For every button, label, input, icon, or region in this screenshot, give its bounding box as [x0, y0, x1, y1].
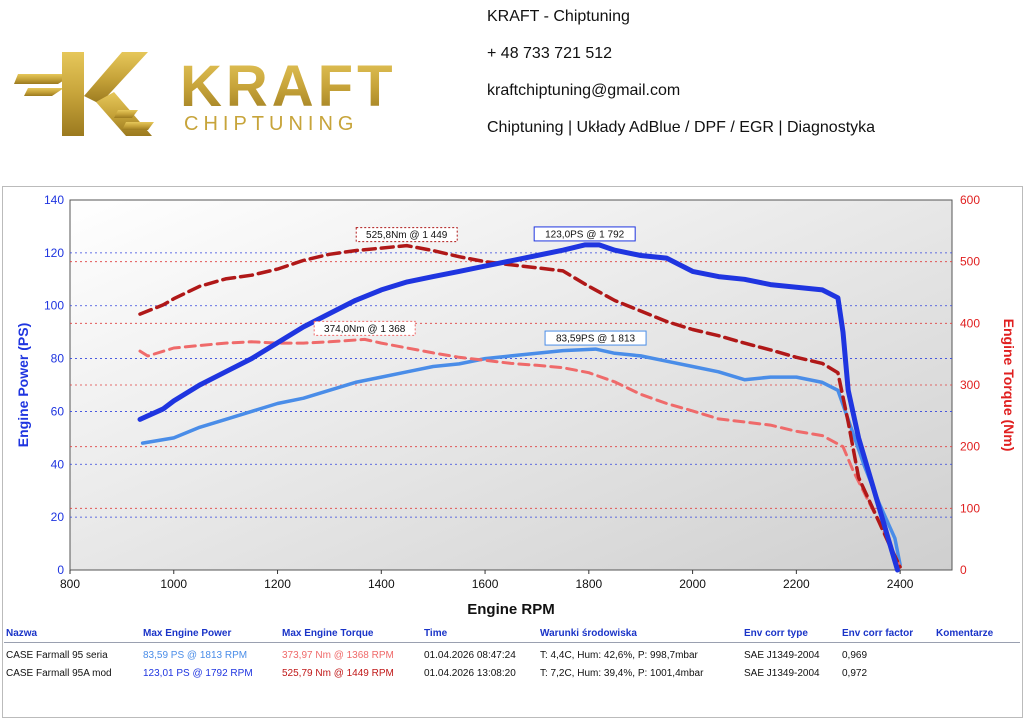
x-axis-label: Engine RPM [467, 601, 555, 618]
annotation-label: 123,0PS @ 1 792 [545, 229, 625, 240]
x-tick-label: 2400 [887, 577, 914, 591]
x-tick-label: 1400 [368, 577, 395, 591]
kraft-logo: KRAFT CHIPTUNING [14, 44, 454, 144]
row-conditions: T: 4,4C, Hum: 42,6%, P: 998,7mbar [540, 650, 698, 661]
row-power: 123,01 PS @ 1792 RPM [143, 668, 253, 679]
annotation-torque_mod_max: 525,8Nm @ 1 449 [355, 227, 458, 243]
x-tick-label: 2000 [679, 577, 706, 591]
y-right-tick-label: 600 [960, 193, 980, 207]
phone-number: + 48 733 721 512 [487, 45, 613, 62]
row-torque: 525,79 Nm @ 1449 RPM [282, 668, 394, 679]
series-power-stock [140, 347, 902, 567]
y-left-tick-label: 20 [51, 510, 65, 524]
y-right-tick-label: 0 [960, 563, 967, 577]
row-name: CASE Farmall 95A mod [6, 668, 112, 679]
y-left-tick-label: 80 [51, 352, 65, 366]
y-left-tick-label: 40 [51, 457, 65, 471]
col-name: Nazwa [6, 628, 38, 639]
table-row: CASE Farmall 95 seria 83,59 PS @ 1813 RP… [4, 650, 1020, 664]
y-right-tick-label: 500 [960, 255, 980, 269]
y-right-axis-label: Engine Torque (Nm) [1001, 319, 1017, 452]
y-right-tick-label: 100 [960, 501, 980, 515]
dyno-chart: 0204060801001201400100200300400500600800… [15, 193, 1017, 618]
annotation-label: 83,59PS @ 1 813 [556, 334, 636, 345]
services-line: Chiptuning | Układy AdBlue / DPF / EGR |… [487, 119, 876, 136]
annotation-power_stock_max: 83,59PS @ 1 813 [544, 330, 647, 346]
row-corr-type: SAE J1349-2004 [744, 650, 820, 661]
row-corr-type: SAE J1349-2004 [744, 668, 820, 679]
brand-sub: CHIPTUNING [184, 113, 358, 135]
table-row: CASE Farmall 95A mod 123,01 PS @ 1792 RP… [4, 668, 1020, 682]
axis-ticks: 0204060801001201400100200300400500600800… [44, 193, 980, 591]
x-tick-label: 1000 [160, 577, 187, 591]
annotation-label: 374,0Nm @ 1 368 [324, 324, 406, 335]
table-header: Nazwa Max Engine Power Max Engine Torque… [4, 628, 1020, 642]
brand-main: KRAFT [180, 54, 397, 119]
series-torque-mod [138, 243, 902, 569]
y-right-tick-label: 200 [960, 440, 980, 454]
k-emblem-icon [14, 52, 154, 136]
row-name: CASE Farmall 95 seria [6, 650, 108, 661]
col-power: Max Engine Power [143, 628, 232, 639]
chart-frame [2, 186, 1023, 718]
x-tick-label: 1800 [575, 577, 602, 591]
col-conditions: Warunki środowiska [540, 628, 637, 639]
y-right-tick-label: 300 [960, 378, 980, 392]
col-corr-factor: Env corr factor [842, 628, 914, 639]
col-torque: Max Engine Torque [282, 628, 374, 639]
x-tick-label: 1600 [472, 577, 499, 591]
x-tick-label: 1200 [264, 577, 291, 591]
row-time: 01.04.2026 08:47:24 [424, 650, 516, 661]
y-left-tick-label: 100 [44, 299, 64, 313]
series-power-mod [137, 242, 900, 573]
y-left-tick-label: 140 [44, 193, 64, 207]
col-time: Time [424, 628, 448, 639]
y-left-tick-label: 60 [51, 404, 65, 418]
row-torque: 373,97 Nm @ 1368 RPM [282, 650, 394, 661]
x-tick-label: 800 [60, 577, 80, 591]
y-left-axis-label: Engine Power (PS) [15, 323, 31, 447]
series-lines [137, 242, 902, 573]
y-left-tick-label: 0 [57, 563, 64, 577]
x-tick-label: 2200 [783, 577, 810, 591]
annotation-power_mod_max: 123,0PS @ 1 792 [533, 226, 636, 242]
annotation-label: 525,8Nm @ 1 449 [366, 230, 448, 241]
y-left-tick-label: 120 [44, 246, 64, 260]
col-corr-type: Env corr type [744, 628, 808, 639]
row-corr-factor: 0,969 [842, 650, 868, 661]
annotation-torque_stock_max: 374,0Nm @ 1 368 [313, 320, 416, 336]
row-corr-factor: 0,972 [842, 668, 868, 679]
table-divider [4, 642, 1020, 643]
row-conditions: T: 7,2C, Hum: 39,4%, P: 1001,4mbar [540, 668, 704, 679]
col-comment: Komentarze [936, 628, 994, 639]
y-right-tick-label: 400 [960, 316, 980, 330]
row-power: 83,59 PS @ 1813 RPM [143, 650, 248, 661]
row-time: 01.04.2026 13:08:20 [424, 668, 516, 679]
company-name: KRAFT - Chiptuning [487, 8, 630, 25]
contact-info: KRAFT - Chiptuning + 48 733 721 512 kraf… [487, 6, 875, 154]
annotations: 123,0PS @ 1 792 83,59PS @ 1 813 525,8Nm @ … [313, 226, 647, 346]
series-torque-stock [138, 337, 902, 569]
email-address: kraftchiptuning@gmail.com [487, 82, 681, 99]
grid-lines [70, 252, 952, 518]
